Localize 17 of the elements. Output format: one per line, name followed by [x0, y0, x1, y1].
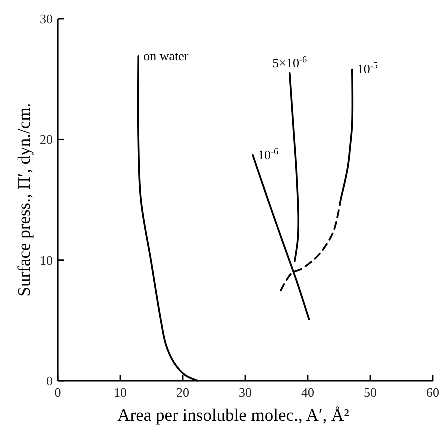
series-label: on water	[144, 48, 190, 64]
x-tick-label: 10	[114, 385, 127, 400]
line-series	[288, 72, 300, 262]
x-tick-label: 30	[239, 385, 252, 400]
x-axis-title: Area per insoluble molec., A′, Å²	[118, 405, 350, 425]
y-tick-label: 30	[40, 12, 53, 26]
y-tick-label: 0	[46, 374, 53, 388]
x-tick-label: 50	[364, 385, 377, 400]
y-tick-label: 10	[40, 252, 53, 268]
y-axis-title: Surface press., Π′, dyn./cm.	[14, 103, 34, 297]
y-tick-label: 20	[40, 132, 53, 148]
x-tick-label: 20	[176, 385, 190, 400]
x-tick-label: 60	[426, 385, 440, 400]
series-label: 10$^{-5}$	[357, 60, 378, 77]
x-tick-label: 40	[302, 385, 314, 400]
series-label: 10$^{-6}$	[258, 146, 280, 162]
series-label: 5×10$^{-6}$	[272, 54, 308, 70]
